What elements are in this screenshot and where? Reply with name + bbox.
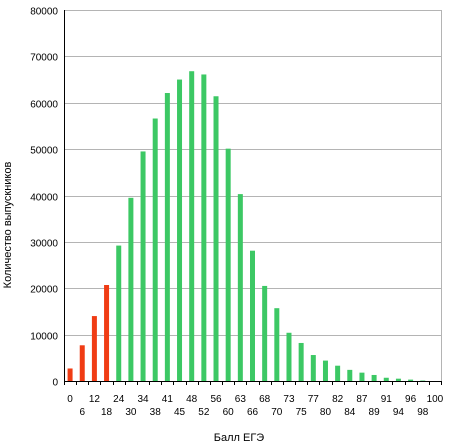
bar-80 xyxy=(322,360,328,381)
y-tick-label: 0 xyxy=(52,378,58,389)
x-tick-label: 66 xyxy=(247,407,259,418)
y-tick-label: 60000 xyxy=(30,100,58,111)
x-tick-label: 63 xyxy=(235,394,247,405)
x-tick-label: 24 xyxy=(113,394,125,405)
x-tick-label: 30 xyxy=(125,407,137,418)
bar-12 xyxy=(91,316,97,381)
y-tick-label: 20000 xyxy=(30,285,58,296)
x-tick-label: 12 xyxy=(89,394,101,405)
bar-52 xyxy=(201,74,207,382)
bar-84 xyxy=(347,369,353,381)
y-tick-label: 10000 xyxy=(30,332,58,343)
x-tick-label: 96 xyxy=(405,394,417,405)
x-tick-label: 52 xyxy=(198,407,210,418)
x-tick-label: 84 xyxy=(344,407,356,418)
x-tick-label: 0 xyxy=(67,394,73,405)
x-tick-label: 60 xyxy=(223,407,235,418)
axes xyxy=(64,10,442,385)
x-axis-tick-labels: 06 12182430343841454852566063666870737577… xyxy=(67,394,443,418)
x-tick-label: 77 xyxy=(308,394,320,405)
x-tick-label: 18 xyxy=(101,407,113,418)
y-tick-label: 30000 xyxy=(30,239,58,250)
bar-60 xyxy=(225,148,231,381)
bar-96 xyxy=(408,379,414,381)
x-tick-label: 98 xyxy=(417,407,429,418)
bar-34 xyxy=(140,151,146,381)
bar-89 xyxy=(371,374,377,381)
x-tick-label: 100 xyxy=(427,394,444,405)
y-axis-title: Количество выпускников xyxy=(2,162,14,289)
x-tick-label: 91 xyxy=(381,394,393,405)
bar-91 xyxy=(383,377,389,381)
bar-48 xyxy=(189,71,195,381)
bar-75 xyxy=(298,342,304,381)
bar-73 xyxy=(286,332,292,381)
bar-45 xyxy=(177,79,183,381)
bar-0 xyxy=(67,368,73,381)
bar-18 xyxy=(104,285,110,381)
y-tick-label: 40000 xyxy=(30,193,58,204)
x-tick-label: 38 xyxy=(150,407,162,418)
bar-66 xyxy=(250,250,255,381)
x-axis-title: Балл ЕГЭ xyxy=(214,432,265,444)
bar-87 xyxy=(359,372,365,381)
bar-41 xyxy=(164,93,170,381)
bar-24 xyxy=(116,245,122,381)
bar-56 xyxy=(213,96,219,381)
x-tick-label: 89 xyxy=(369,407,381,418)
y-tick-label: 80000 xyxy=(30,7,58,18)
bar-63 xyxy=(237,194,243,381)
x-tick-label: 73 xyxy=(283,394,295,405)
x-tick-label: 87 xyxy=(356,394,368,405)
bar-38 xyxy=(152,118,158,382)
x-tick-label: 56 xyxy=(210,394,222,405)
x-tick-label: 82 xyxy=(332,394,344,405)
bar-77 xyxy=(310,355,316,381)
x-tick-label: 94 xyxy=(393,407,405,418)
x-tick-label: 80 xyxy=(320,407,332,418)
y-tick-label: 50000 xyxy=(30,146,58,157)
x-tick-label: 68 xyxy=(259,394,271,405)
bar-94 xyxy=(395,378,401,381)
bar-30 xyxy=(128,197,134,381)
bar-82 xyxy=(335,365,341,381)
bars xyxy=(67,71,426,382)
x-tick-label: 48 xyxy=(186,394,198,405)
y-axis-tick-labels: 0 10000 20000 30000 40000 50000 60000 70000 8000… xyxy=(30,7,58,389)
x-tick-label: 45 xyxy=(174,407,186,418)
y-tick-label: 70000 xyxy=(30,53,58,64)
x-tick-label: 75 xyxy=(296,407,308,418)
bar-70 xyxy=(274,308,280,381)
x-tick-label: 34 xyxy=(137,394,149,405)
bar-6 xyxy=(79,345,85,381)
x-tick-label: 6 xyxy=(79,407,85,418)
gridlines xyxy=(64,10,441,382)
x-tick-label: 41 xyxy=(162,394,174,405)
bar-68 xyxy=(262,285,268,381)
x-tick-label: 70 xyxy=(271,407,283,418)
